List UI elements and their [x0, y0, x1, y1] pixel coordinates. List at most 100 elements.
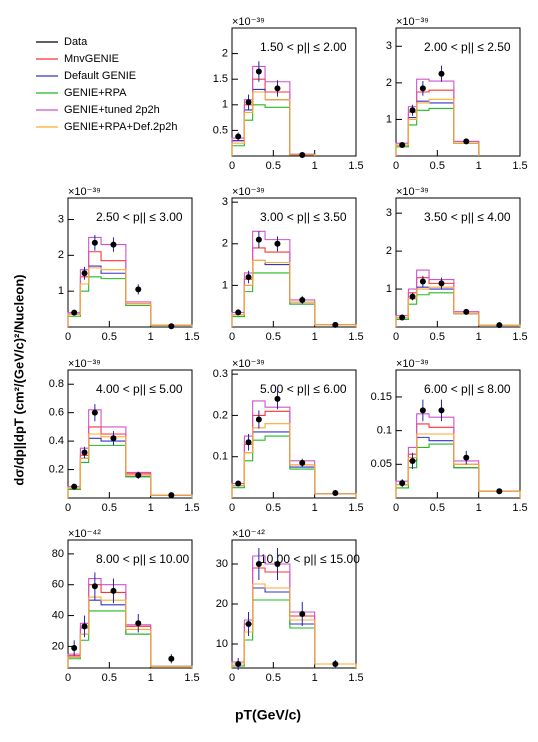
- axis-multiplier: ×10⁻³⁹: [232, 16, 265, 28]
- x-tick-label: 0.5: [266, 331, 281, 343]
- x-tick-label: 1.5: [184, 502, 199, 514]
- x-tick-label: 1.5: [348, 502, 363, 514]
- data-point: [463, 138, 470, 145]
- data-point: [91, 409, 98, 416]
- model-histogram: [231, 400, 357, 498]
- y-tick-label: 2: [386, 245, 392, 257]
- panel-title: 2.50 < p|| ≤ 3.00: [96, 210, 183, 224]
- y-tick-label: 0.1: [213, 451, 228, 463]
- data-point: [135, 472, 142, 479]
- data-point: [419, 85, 426, 92]
- data-point: [419, 278, 426, 285]
- y-tick-label: 80: [52, 548, 64, 560]
- x-tick-label: 0: [229, 502, 235, 514]
- y-axis-label: dσ/dp||dpT (cm²/(GeV/c)²/Nucleon): [11, 274, 26, 485]
- data-point: [409, 107, 416, 114]
- data-point: [463, 308, 470, 315]
- axis-multiplier: ×10⁻³⁹: [396, 358, 429, 370]
- x-tick-label: 1.5: [348, 331, 363, 343]
- axis-multiplier: ×10⁻³⁹: [232, 358, 265, 370]
- y-tick-label: 3: [222, 196, 228, 208]
- x-tick-label: 1.5: [512, 502, 527, 514]
- y-tick-label: 60: [52, 579, 64, 591]
- plot-frame: [395, 27, 521, 157]
- data-point: [245, 99, 252, 106]
- y-tick-label: 1: [386, 113, 392, 125]
- plot-frame: [395, 369, 521, 499]
- x-tick-label: 1: [476, 331, 482, 343]
- x-tick-label: 0.5: [266, 160, 281, 172]
- x-tick-label: 0: [229, 331, 235, 343]
- panel-title: 6.00 < p|| ≤ 8.00: [424, 382, 511, 396]
- model-histogram: [395, 98, 480, 156]
- model-histogram: [231, 247, 357, 327]
- panel-title: 2.00 < p|| ≤ 2.50: [424, 40, 511, 54]
- x-tick-label: 1: [148, 672, 154, 684]
- y-tick-label: 2: [222, 48, 228, 60]
- data-point: [399, 142, 406, 149]
- x-tick-label: 1: [148, 331, 154, 343]
- axis-multiplier: ×10⁻³⁹: [232, 186, 265, 198]
- y-tick-label: 0.05: [371, 458, 392, 470]
- y-tick-label: 1: [222, 279, 228, 291]
- data-point: [274, 395, 281, 402]
- data-point: [419, 407, 426, 414]
- data-point: [168, 323, 175, 330]
- data-point: [438, 407, 445, 414]
- data-point: [299, 296, 306, 303]
- y-tick-label: 1.5: [213, 73, 228, 85]
- data-point: [81, 270, 88, 277]
- data-point: [399, 480, 406, 487]
- model-histogram: [231, 555, 357, 668]
- y-tick-label: 1: [58, 285, 64, 297]
- y-tick-label: 0.2: [49, 463, 64, 475]
- data-point: [110, 241, 117, 248]
- data-point: [496, 322, 503, 329]
- x-tick-label: 0: [65, 331, 71, 343]
- data-point: [135, 286, 142, 293]
- panel-title: 4.00 < p|| ≤ 5.00: [96, 382, 183, 396]
- x-tick-label: 0: [229, 160, 235, 172]
- data-point: [255, 68, 262, 75]
- axis-multiplier: ×10⁻³⁹: [68, 186, 101, 198]
- x-tick-label: 0: [65, 672, 71, 684]
- x-tick-label: 0: [393, 160, 399, 172]
- y-tick-label: 3: [386, 40, 392, 52]
- data-point: [332, 661, 339, 667]
- y-tick-label: 0.2: [213, 409, 228, 421]
- data-point: [235, 480, 242, 487]
- x-axis-label: pT(GeV/c): [235, 707, 301, 723]
- panel-title: 8.00 < p|| ≤ 10.00: [96, 552, 190, 566]
- x-tick-label: 0.5: [266, 502, 281, 514]
- y-tick-label: 1: [222, 99, 228, 111]
- model-histogram: [67, 251, 193, 327]
- plot-frame: [231, 197, 357, 328]
- data-point: [71, 309, 78, 316]
- data-point: [409, 293, 416, 300]
- model-histogram: [67, 433, 193, 498]
- data-point: [110, 587, 117, 594]
- data-point: [245, 274, 252, 281]
- plot-frame: [395, 197, 521, 328]
- data-point: [245, 621, 252, 627]
- data-point: [81, 449, 88, 456]
- model-histogram: [231, 423, 357, 498]
- x-tick-label: 1: [148, 502, 154, 514]
- panel-title: 5.00 < p|| ≤ 6.00: [260, 382, 347, 396]
- data-point: [110, 435, 117, 442]
- data-point: [91, 239, 98, 246]
- plot-frame: [231, 369, 357, 499]
- model-histogram: [231, 583, 357, 668]
- plot-frame: [67, 197, 193, 328]
- y-tick-label: 20: [52, 640, 64, 652]
- data-point: [274, 85, 281, 92]
- axis-multiplier: ×10⁻⁴²: [232, 528, 265, 540]
- legend-label: GENIE+RPA: [64, 87, 127, 99]
- data-point: [332, 490, 339, 497]
- legend-label: MnvGENIE: [64, 53, 119, 65]
- y-tick-label: 3: [58, 213, 64, 225]
- panel-title: 3.00 < p|| ≤ 3.50: [260, 210, 347, 224]
- x-tick-label: 1: [312, 331, 318, 343]
- data-point: [299, 611, 306, 617]
- model-histogram: [67, 437, 193, 498]
